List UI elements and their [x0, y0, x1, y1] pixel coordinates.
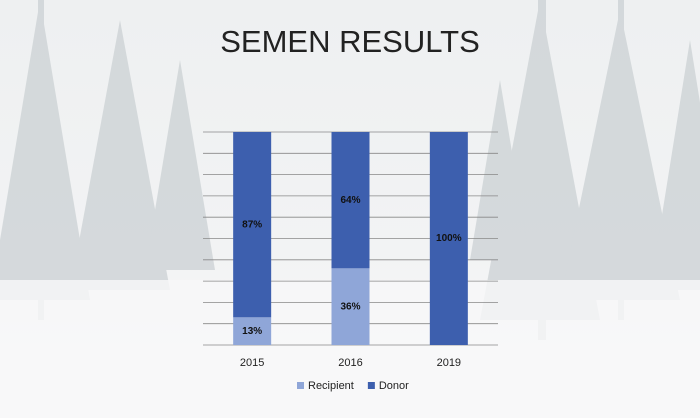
x-tick-label: 2019: [437, 357, 461, 369]
bar-segment: [331, 268, 370, 345]
data-label: 87%: [242, 219, 262, 230]
data-label: 100%: [436, 233, 462, 244]
data-label: 36%: [340, 301, 360, 312]
bar-segment: [233, 132, 272, 318]
bar-segment: [233, 317, 272, 345]
forest: [0, 0, 700, 340]
legend-swatch: [367, 382, 375, 389]
data-label: 64%: [340, 195, 360, 206]
data-label: 13%: [242, 326, 262, 337]
legend-label: Recipient: [308, 380, 354, 392]
bar-segment: [331, 132, 370, 269]
chart-title: SEMEN RESULTS: [220, 24, 480, 59]
bar-segment: [429, 132, 468, 345]
x-tick-label: 2015: [240, 357, 264, 369]
legend-label: Donor: [379, 380, 409, 392]
legend-swatch: [297, 382, 304, 389]
x-tick-label: 2016: [338, 357, 362, 369]
